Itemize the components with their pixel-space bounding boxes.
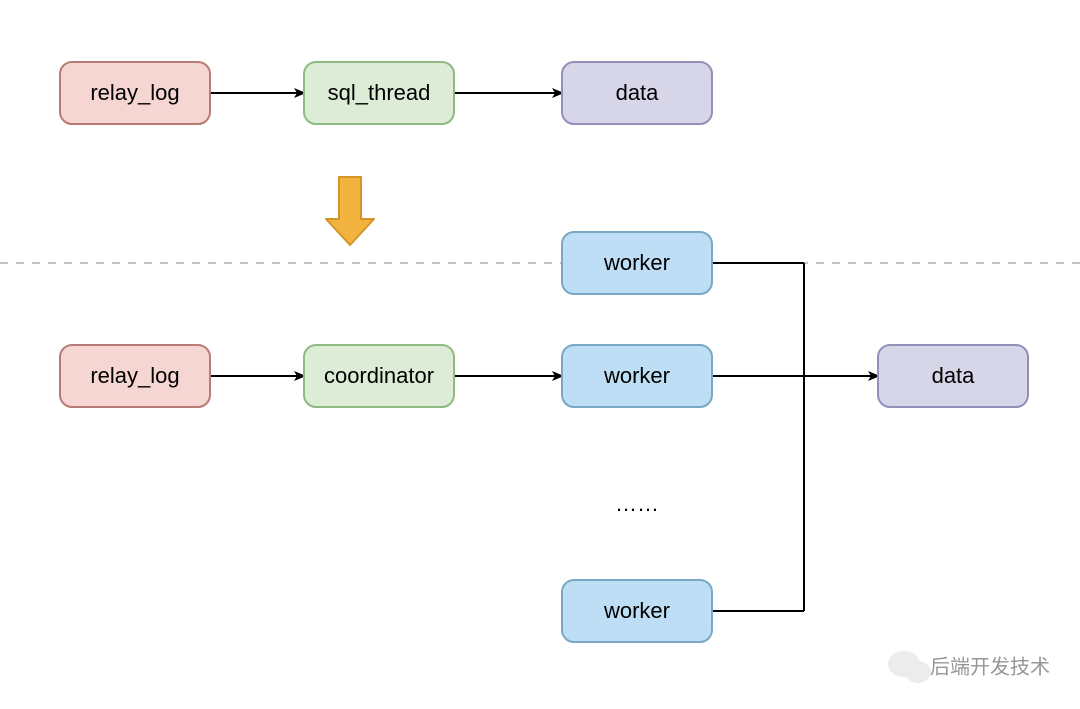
- node-w3: worker: [562, 580, 712, 642]
- node-label-sql: sql_thread: [328, 80, 431, 105]
- nodes-group: relay_logsql_threaddatarelay_logcoordina…: [60, 62, 1028, 642]
- node-sql: sql_thread: [304, 62, 454, 124]
- node-relay1: relay_log: [60, 62, 210, 124]
- node-label-relay1: relay_log: [90, 80, 179, 105]
- edges-group: [210, 93, 562, 376]
- node-label-w1: worker: [603, 250, 670, 275]
- ellipsis-text: ……: [615, 491, 659, 516]
- node-label-relay2: relay_log: [90, 363, 179, 388]
- node-w1: worker: [562, 232, 712, 294]
- node-coord: coordinator: [304, 345, 454, 407]
- node-label-data2: data: [932, 363, 976, 388]
- node-data2: data: [878, 345, 1028, 407]
- watermark: 后端开发技术: [888, 651, 1050, 683]
- transition-down-arrow-icon: [326, 177, 374, 245]
- watermark-text: 后端开发技术: [930, 655, 1050, 678]
- diagram-canvas: relay_logsql_threaddatarelay_logcoordina…: [0, 0, 1080, 709]
- node-data1: data: [562, 62, 712, 124]
- node-label-w3: worker: [603, 598, 670, 623]
- merge-bus: [712, 263, 878, 611]
- node-w2: worker: [562, 345, 712, 407]
- node-label-coord: coordinator: [324, 363, 434, 388]
- node-relay2: relay_log: [60, 345, 210, 407]
- node-label-data1: data: [616, 80, 660, 105]
- node-label-w2: worker: [603, 363, 670, 388]
- watermark-icon: [888, 651, 931, 683]
